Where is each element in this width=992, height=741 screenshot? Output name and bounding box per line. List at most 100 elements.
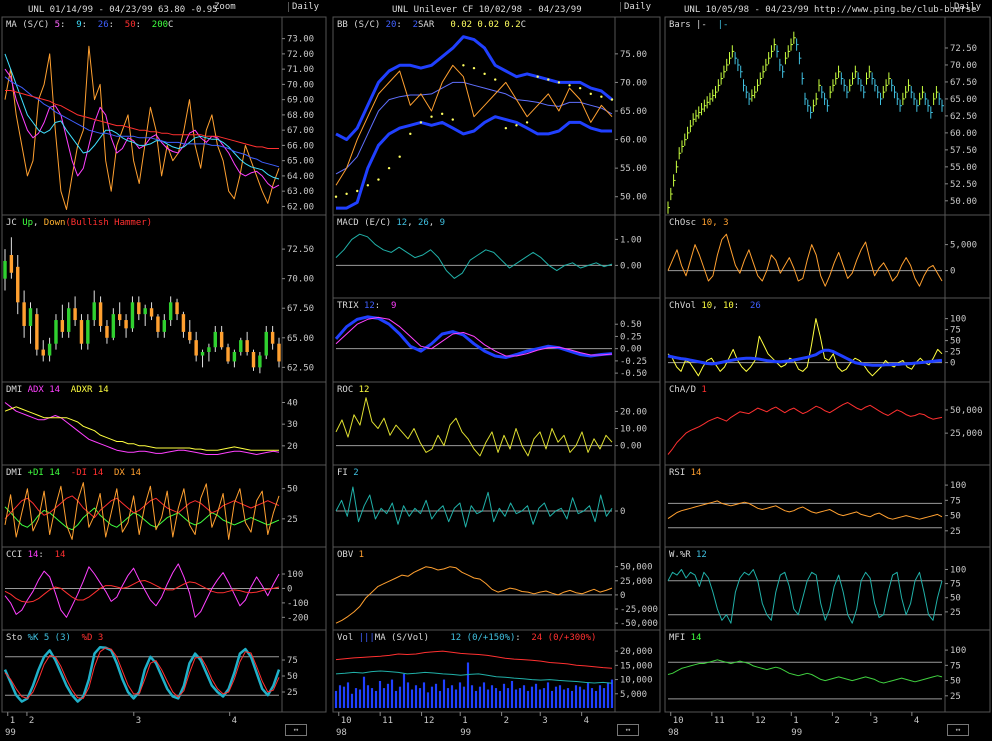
- c2p7-volume-bar: [582, 689, 586, 708]
- c1p2-candle-body: [16, 266, 20, 303]
- col3-xtick-label-1: 11: [714, 716, 725, 726]
- c2p1-sar-dot: [600, 95, 603, 98]
- c2p7-volume-bar: [566, 688, 570, 708]
- c1p2-candle-body: [92, 302, 96, 321]
- c1p3-tick-label-1: 30: [287, 420, 298, 430]
- c2p7-legend-3: 12 (0/+150%): [450, 633, 515, 643]
- c2p3-series-trix: [334, 315, 613, 359]
- c1p4-series-di: [4, 495, 280, 520]
- col3-xtick-label-4: 2: [834, 716, 839, 726]
- c3p4-tick-label-1: 25,000: [950, 429, 983, 439]
- c2p1-sar-dot: [536, 75, 539, 78]
- c2p1-legend-10: C: [521, 20, 526, 30]
- c1p3-series-adxr: [4, 406, 279, 451]
- col2-scroll-control[interactable]: ↔: [617, 724, 639, 736]
- c2p7-volume-bar: [454, 689, 458, 708]
- c1p6-legend-1: %K 5 (3): [28, 633, 71, 643]
- col3-year-label-1: 99: [791, 728, 802, 738]
- c2p7-legend-5: 24 (0/+300%): [531, 633, 596, 643]
- c1p2-candle-body: [251, 351, 256, 368]
- col3-xtick-label-3: 1: [793, 716, 798, 726]
- c2p4-series-roc: [335, 397, 613, 457]
- c1p2-candle-body: [111, 314, 116, 338]
- col2-period-dropdown[interactable]: Daily: [620, 2, 654, 12]
- c2p7-volume-bar: [402, 673, 406, 708]
- c2p7-volume-bar: [598, 685, 602, 708]
- col2-xtick-label-3: 1: [462, 716, 467, 726]
- c2p1-sar-dot: [409, 132, 412, 136]
- c1p1-legend-10: C: [168, 20, 173, 30]
- c2p7-volume-bar: [594, 690, 598, 708]
- c2p7-volume-bar: [386, 683, 390, 708]
- c2p7-volume-bar: [558, 685, 562, 708]
- c2p1-sar-dot: [547, 78, 550, 81]
- c2p7-volume-bar: [470, 685, 474, 708]
- c1p2-legend-4: (Bullish Hammer): [65, 218, 152, 228]
- c1p2-candle-body: [245, 340, 249, 352]
- c2p7-series-ma24: [335, 650, 613, 669]
- c1p1-tick-label-10: 63.00: [287, 187, 314, 197]
- c2p7-legend-2: MA (S/Vol): [375, 633, 429, 643]
- c3p3-tick-label-4: 0: [950, 359, 955, 369]
- zoom-button[interactable]: Zoom: [214, 2, 236, 12]
- c2p1-sar-dot: [440, 112, 444, 116]
- c2p1-series-close: [335, 64, 613, 186]
- c2p6-tick-label-2: 0: [620, 591, 625, 601]
- c3p1-legend-3: |-: [718, 20, 729, 30]
- c1p2-candle-body: [22, 302, 26, 326]
- c2p1-legend-5: 0.02: [450, 20, 472, 30]
- c2p5-tick-label-0: 0: [620, 507, 625, 517]
- c2p1-sar-dot: [589, 92, 592, 96]
- c1p6-tick-label-1: 50: [287, 672, 298, 682]
- c3p1-legend-1: |-: [696, 20, 707, 30]
- c3p7-tick-label-0: 100: [950, 646, 966, 656]
- c3p6-legend-0: W.%R: [669, 550, 691, 560]
- c2p4-legend-1: 12: [359, 385, 370, 395]
- c2p4-tick-label-1: 10.00: [620, 425, 647, 435]
- c3p1-tick-label-9: 50.00: [950, 197, 977, 207]
- col3-xtick-label-0: 10: [673, 716, 684, 726]
- c3p5-tick-label-0: 100: [950, 481, 966, 491]
- col1-xtick-label-1: 2: [29, 716, 34, 726]
- c2p1-legend-7: 0.02: [477, 20, 499, 30]
- col1-xtick-label-3: 4: [232, 716, 237, 726]
- c2p1-legend-0: BB (S/C): [337, 20, 380, 30]
- c2p7-volume-bar: [606, 682, 610, 708]
- c2p1-sar-dot: [334, 195, 338, 198]
- c2p7-volume-bar: [518, 688, 522, 708]
- c1p5-tick-label-0: 100: [287, 570, 303, 580]
- c3p3-legend-2: ,: [712, 301, 717, 311]
- c2p1-tick-label-5: 50.00: [620, 193, 647, 203]
- c2p1-legend-1: 20: [386, 20, 397, 30]
- c2p1-sar-dot: [377, 178, 380, 181]
- col3-period-dropdown[interactable]: Daily: [950, 2, 984, 12]
- c1p2-candle-body: [41, 349, 45, 356]
- c1p6-legend-0: Sto: [6, 633, 22, 643]
- c3p4-tick-label-0: 50,000: [950, 406, 983, 416]
- c3p5-legend-1: 14: [691, 468, 702, 478]
- c2p3-legend-1: 12: [364, 301, 375, 311]
- c2p1-legend-4: SAR: [418, 20, 435, 30]
- c2p7-volume-bar: [410, 689, 414, 708]
- c1p5-series-ccima: [4, 580, 280, 603]
- c2p3-legend-2: :: [375, 301, 380, 311]
- c2p7-volume-bar: [538, 689, 542, 708]
- c1p2-candle-body: [258, 355, 262, 368]
- c3p2-tick-label-0: 5,000: [950, 241, 977, 251]
- col1-period-dropdown[interactable]: Daily: [288, 2, 322, 12]
- c2p6-tick-label-3: -25,000: [620, 605, 658, 615]
- c1p2-candle-body: [181, 314, 186, 332]
- c2p1-sar-dot: [504, 126, 508, 130]
- c2p2-series-macd: [335, 233, 613, 279]
- col3-xtick-label-6: 4: [914, 716, 919, 726]
- col1-scroll-control[interactable]: ↔: [285, 724, 307, 736]
- c1p2-legend-0: JC: [6, 218, 17, 228]
- c2p7-volume-bar: [578, 686, 582, 708]
- c1p5-tick-label-2: -100: [287, 599, 309, 609]
- c1p2-candle-body: [270, 331, 275, 344]
- c1p4-tick-label-1: 25: [287, 515, 298, 525]
- col3-scroll-control[interactable]: ↔: [947, 724, 969, 736]
- c2p7-volume-bar: [382, 688, 386, 708]
- c1p1-legend-3: 9: [76, 20, 81, 30]
